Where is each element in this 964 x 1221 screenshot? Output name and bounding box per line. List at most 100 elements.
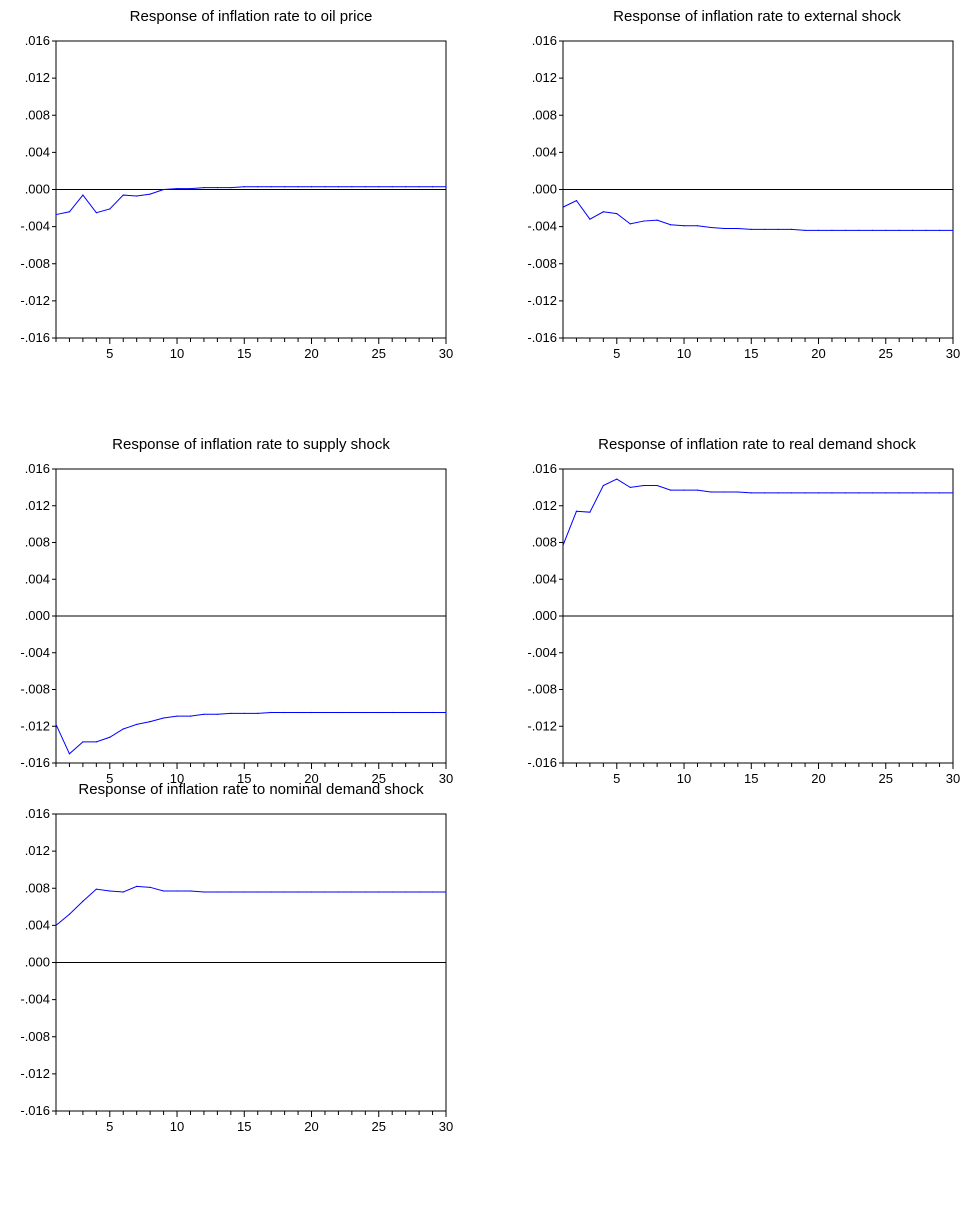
- response-data-point: [696, 489, 699, 491]
- y-tick-label: -.004: [20, 992, 50, 1007]
- response-data-point: [68, 211, 71, 213]
- chart-panel: Response of inflation rate to real deman…: [527, 436, 960, 786]
- response-data-point: [176, 890, 178, 892]
- y-tick-label: -.008: [20, 256, 50, 271]
- response-data-point: [378, 186, 380, 188]
- chart-title: Response of inflation rate to nominal de…: [78, 781, 424, 798]
- response-data-point: [337, 186, 340, 188]
- response-data-point: [925, 492, 927, 494]
- response-data-point: [68, 753, 71, 755]
- x-tick-label: 10: [170, 1119, 184, 1134]
- response-data-point: [723, 227, 725, 230]
- response-data-point: [817, 492, 820, 494]
- response-data-point: [378, 711, 380, 714]
- response-data-point: [297, 186, 299, 188]
- x-tick-label: 30: [439, 346, 453, 361]
- response-data-point: [616, 213, 618, 215]
- response-data-point: [885, 492, 887, 494]
- response-data-point: [952, 229, 954, 231]
- response-data-point: [136, 885, 138, 887]
- y-tick-label: -.016: [20, 755, 50, 770]
- response-data-point: [629, 486, 631, 488]
- x-tick-label: 20: [304, 1119, 318, 1134]
- response-data-point: [95, 212, 97, 214]
- response-series-line: [55, 885, 446, 926]
- response-data-point: [405, 711, 407, 714]
- response-data-point: [122, 891, 124, 893]
- response-data-point: [149, 886, 151, 888]
- response-data-point: [925, 229, 927, 231]
- response-data-point: [391, 891, 393, 893]
- response-data-point: [938, 492, 941, 494]
- x-tick-label: 20: [304, 771, 318, 786]
- response-data-point: [602, 211, 604, 213]
- response-data-point: [643, 484, 645, 487]
- y-tick-label: -.008: [527, 682, 557, 697]
- response-data-point: [764, 228, 766, 231]
- response-data-point: [136, 723, 138, 726]
- response-data-point: [270, 891, 272, 893]
- response-data-point: [817, 229, 820, 231]
- response-data-point: [431, 186, 434, 188]
- x-tick-label: 15: [237, 771, 251, 786]
- response-data-point: [616, 478, 618, 480]
- response-data-point: [364, 186, 366, 188]
- response-data-point: [575, 200, 578, 202]
- response-data-point: [418, 891, 420, 893]
- y-tick-label: -.004: [20, 645, 50, 660]
- response-data-point: [230, 187, 232, 189]
- response-data-point: [777, 228, 779, 231]
- response-data-point: [589, 218, 591, 220]
- response-data-point: [938, 229, 941, 231]
- y-tick-label: -.004: [20, 219, 50, 234]
- response-data-point: [575, 510, 578, 512]
- response-data-point: [912, 229, 914, 231]
- response-data-point: [885, 229, 887, 231]
- response-data-point: [162, 188, 165, 191]
- x-tick-label: 25: [879, 771, 893, 786]
- response-data-point: [629, 223, 631, 225]
- response-data-point: [445, 186, 447, 188]
- chart-panel: Response of inflation rate to nominal de…: [20, 781, 453, 1134]
- response-data-point: [445, 711, 447, 714]
- x-tick-label: 30: [439, 771, 453, 786]
- y-tick-label: -.016: [527, 330, 557, 345]
- y-tick-label: .016: [532, 33, 557, 48]
- y-tick-label: -.012: [20, 718, 50, 733]
- y-tick-label: .000: [25, 955, 50, 970]
- response-data-point: [683, 489, 685, 491]
- response-data-point: [804, 229, 806, 231]
- response-data-point: [777, 492, 779, 494]
- response-data-point: [337, 711, 340, 714]
- response-data-point: [162, 717, 165, 719]
- response-data-point: [737, 491, 739, 493]
- response-data-point: [216, 713, 218, 715]
- response-data-point: [858, 229, 860, 231]
- response-data-point: [351, 711, 353, 714]
- response-data-point: [109, 736, 111, 738]
- response-data-point: [710, 226, 712, 229]
- y-tick-label: .008: [532, 107, 557, 122]
- response-data-point: [297, 711, 299, 714]
- response-data-point: [418, 711, 420, 714]
- y-tick-label: -.012: [527, 718, 557, 733]
- x-tick-label: 5: [106, 346, 113, 361]
- response-data-point: [831, 229, 833, 231]
- response-data-point: [871, 492, 873, 494]
- response-data-point: [952, 492, 954, 494]
- y-tick-label: .004: [532, 144, 557, 159]
- response-data-point: [55, 924, 57, 926]
- response-data-point: [844, 492, 847, 494]
- chart-title: Response of inflation rate to supply sho…: [112, 436, 390, 453]
- response-data-point: [216, 891, 218, 893]
- response-data-point: [203, 187, 205, 189]
- response-data-point: [431, 891, 434, 893]
- response-data-point: [669, 224, 672, 226]
- response-data-point: [55, 723, 57, 726]
- response-data-point: [764, 492, 766, 494]
- response-data-point: [297, 891, 299, 893]
- response-data-point: [750, 492, 752, 494]
- y-tick-label: .016: [25, 461, 50, 476]
- response-data-point: [683, 225, 685, 227]
- response-data-point: [55, 213, 57, 216]
